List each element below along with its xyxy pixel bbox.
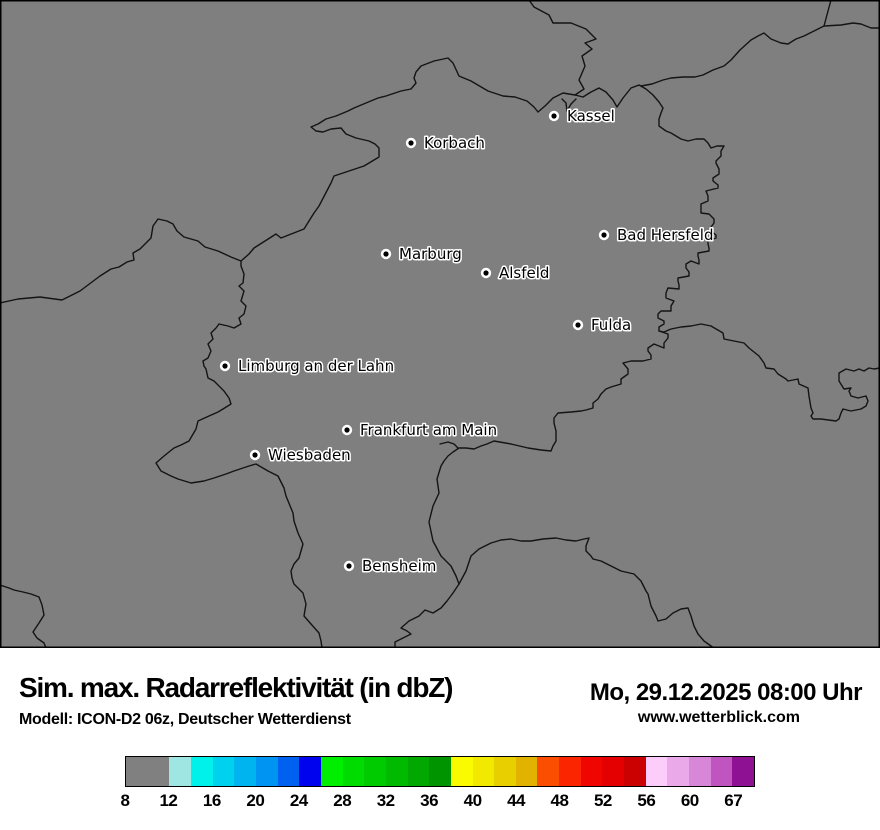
colorbar-tick-label: 20 [246,791,265,810]
forecast-datetime: Mo, 29.12.2025 08:00 Uhr [589,679,863,706]
state-border-line [561,98,577,112]
colorbar-segment [169,757,191,786]
website-url: www.wetterblick.com [637,709,800,726]
city-marker: Alsfeld [480,263,551,284]
colorbar-segment [580,757,603,786]
colorbar-segment [624,757,646,786]
colorbar-segment [212,757,235,786]
city-dot [551,113,557,119]
city-dot [575,322,581,328]
colorbar-segment [277,757,300,786]
city-marker: Korbach [405,133,486,154]
city-marker: Fulda [572,315,633,336]
city-marker: Marburg [380,244,463,265]
colorbar-segment [537,757,560,786]
colorbar-segment [515,757,538,786]
colorbar-segment [429,757,451,786]
colorbar-tick-label: 32 [376,791,395,810]
city-label: Frankfurt am Main [360,421,497,439]
city-marker: Bad Hersfeld [598,225,715,246]
colorbar-segment [190,757,213,786]
city-dot [346,563,352,569]
colorbar-segment [494,757,516,786]
state-border-line [0,584,47,649]
colorbar-segment [689,757,711,786]
city-label: Alsfeld [499,264,549,282]
colorbar-segment [255,757,278,786]
colorbar-tick-label: 36 [420,791,439,810]
map-frame [0,0,880,648]
city-dot [383,251,389,257]
city-label: Korbach [424,134,485,152]
city-label: Marburg [399,245,462,263]
colorbar-segment [732,757,755,786]
colorbar-segment [126,757,170,786]
state-border-line [439,441,459,449]
colorbar-segment [472,757,495,786]
city-label: Wiesbaden [268,446,351,464]
map-area: Kassel Korbach Bad Hersfeld Marburg Alsfeld F… [0,0,880,649]
weather-map: Kassel Korbach Bad Hersfeld Marburg Alsfeld F… [0,0,880,649]
colorbar-tick-label: 52 [593,791,612,810]
city-dot [344,427,350,433]
colorbar-tick-label: 8 [120,791,130,810]
colorbar-segment [450,757,473,786]
colorbar-tick-label: 28 [333,791,352,810]
colorbar-segment [385,757,408,786]
city-dot [408,140,414,146]
city-label: Fulda [591,316,631,334]
state-border-line [394,330,669,649]
colorbar-segment [234,757,256,786]
colorbar-tick-label: 67 [724,791,743,810]
state-border-line [640,0,832,87]
city-dot [222,363,228,369]
city-marker: Limburg an der Lahn [219,356,396,377]
state-border-line [155,0,597,649]
city-label: Kassel [567,107,615,125]
colorbar-segment [710,757,733,786]
colorbar-tick-label: 44 [507,791,525,810]
state-border-line [823,22,880,29]
colorbar-tick-label: 24 [289,791,308,810]
colorbar-segment [364,757,386,786]
city-label: Bad Hersfeld [617,226,713,244]
map-background [0,0,880,648]
colorbar-segment [342,757,365,786]
colorbar-segment [407,757,430,786]
city-label: Bensheim [362,557,436,575]
state-border-line [0,218,242,304]
city-dot [483,270,489,276]
state-border-line [458,537,715,649]
model-info: Modell: ICON-D2 06z, Deutscher Wetterdie… [19,711,351,728]
colorbar-tick-label: 16 [202,791,221,810]
colorbar-segment [320,757,343,786]
colorbar-tick-label: 56 [637,791,656,810]
city-dot [601,232,607,238]
colorbar-segment [299,757,321,786]
city-label: Limburg an der Lahn [238,357,394,375]
city-marker: Wiesbaden [249,445,352,466]
colorbar-tick-label: 48 [550,791,569,810]
state-border-line [574,84,880,422]
page-title: Sim. max. Radarreflektivität (in dbZ) [19,672,453,703]
city-marker: Bensheim [343,556,438,577]
colorbar-tick-label: 12 [159,791,178,810]
colorbar-tick-label: 40 [463,791,482,810]
city-marker: Kassel [548,106,616,127]
city-marker: Frankfurt am Main [341,420,499,441]
colorbar-segment [645,757,668,786]
colorbar-segment [602,757,625,786]
colorbar-segment [667,757,690,786]
city-dot [252,452,258,458]
reflectivity-colorbar [125,756,755,787]
colorbar-tick-label: 60 [680,791,699,810]
colorbar-segment [559,757,581,786]
